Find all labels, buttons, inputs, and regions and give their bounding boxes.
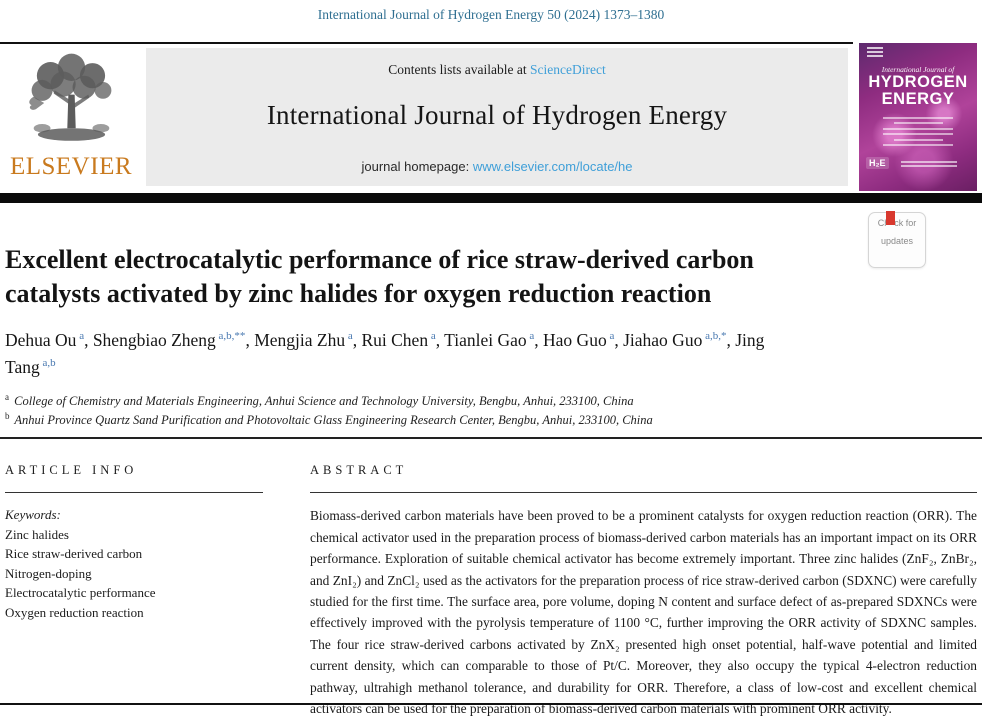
h2e-logo: H₂E	[866, 157, 889, 169]
contents-line: Contents lists available at ScienceDirec…	[146, 62, 848, 78]
author: Dehua Ou a	[5, 330, 85, 350]
article-title: Excellent electrocatalytic performance o…	[5, 243, 835, 311]
keywords-label: Keywords:	[5, 507, 61, 523]
check-for-updates-badge[interactable]: Check for updates	[868, 211, 926, 268]
journal-header: ELSEVIER Contents lists available at Sci…	[0, 43, 982, 191]
cover-issn-block	[867, 47, 883, 59]
homepage-prefix: journal homepage:	[361, 159, 473, 174]
affiliation: a College of Chemistry and Materials Eng…	[5, 392, 634, 409]
contents-prefix: Contents lists available at	[388, 62, 530, 77]
cover-editor-lines	[883, 116, 953, 147]
keyword: Rice straw-derived carbon	[5, 546, 143, 562]
cover-title-energy: ENERGY	[881, 90, 955, 109]
author: Jing Tang a,b	[5, 330, 765, 378]
article-title-line2: catalysts activated by zinc halides for …	[5, 278, 712, 308]
journal-citation: International Journal of Hydrogen Energy…	[0, 0, 982, 23]
author: Mengjia Zhu a	[254, 330, 353, 350]
article-info-rule	[5, 492, 263, 494]
journal-citation-link[interactable]: International Journal of Hydrogen Energy…	[317, 7, 665, 22]
badge-text: Check for updates	[877, 218, 917, 246]
author: Rui Chen a	[361, 330, 436, 350]
elsevier-wordmark: ELSEVIER	[9, 153, 133, 180]
elsevier-logo: ELSEVIER	[5, 52, 137, 190]
sciencedirect-link[interactable]: ScienceDirect	[530, 62, 606, 77]
cover-title-hydrogen: HYDROGEN	[868, 73, 968, 91]
journal-banner: Contents lists available at ScienceDirec…	[146, 48, 848, 186]
cover-series-line: International Journal of	[881, 65, 955, 74]
journal-title: International Journal of Hydrogen Energy	[266, 100, 728, 130]
article-title-line1: Excellent electrocatalytic performance o…	[5, 245, 754, 274]
abstract-heading: ABSTRACT	[310, 463, 408, 477]
abstract-rule	[310, 492, 977, 494]
cover-footer-lines	[901, 161, 957, 169]
abstract-text: Biomass-derived carbon materials have be…	[310, 508, 977, 717]
keyword: Zinc halides	[5, 526, 69, 542]
keyword-list: Zinc halides Rice straw-derived carbon Nit…	[5, 525, 263, 623]
section-divider-rule	[0, 437, 982, 439]
article-info-heading: ARTICLE INFO	[5, 463, 138, 477]
homepage-line: journal homepage: www.elsevier.com/locat…	[146, 159, 848, 174]
author: Jiahao Guo a,b,*	[623, 330, 727, 350]
article-info-column: ARTICLE INFO Keywords: Zinc halides Rice …	[5, 463, 263, 622]
keyword: Electrocatalytic performance	[5, 585, 156, 601]
elsevier-tree-icon	[28, 53, 111, 141]
affiliation-list: a College of Chemistry and Materials Eng…	[5, 391, 845, 430]
keyword: Nitrogen-doping	[5, 565, 92, 581]
bottom-rule	[0, 703, 982, 705]
homepage-link[interactable]: www.elsevier.com/locate/he	[472, 159, 633, 174]
author: Shengbiao Zheng a,b,**	[92, 330, 246, 350]
affiliation: b Anhui Province Quartz Sand Purificatio…	[5, 411, 653, 428]
journal-cover-thumbnail: International Journal of HYDROGEN ENERGY…	[859, 43, 977, 191]
crossmark-bookmark-icon	[885, 211, 895, 229]
top-rule	[0, 42, 853, 44]
header-divider-bar	[0, 193, 982, 203]
keyword: Oxygen reduction reaction	[5, 604, 144, 620]
author: Hao Guo a	[543, 330, 615, 350]
author-list: Dehua Ou a, Shengbiao Zheng a,b,**, Meng…	[5, 330, 765, 378]
author: Tianlei Gao a	[444, 330, 535, 350]
abstract-column: ABSTRACT Biomass-derived carbon material…	[310, 463, 977, 720]
